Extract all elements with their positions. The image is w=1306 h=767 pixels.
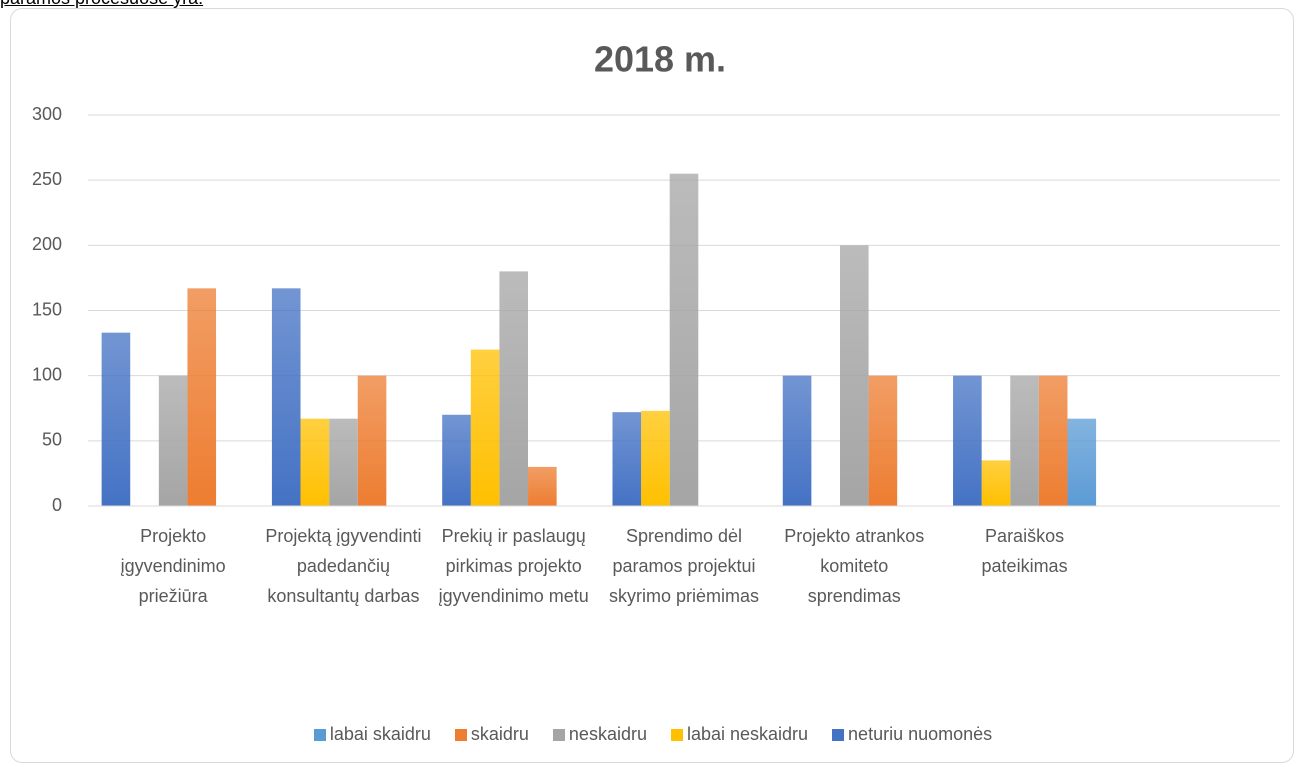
bar	[528, 466, 557, 506]
bar	[329, 418, 358, 506]
bar	[868, 375, 898, 506]
y-tick-label: 150	[32, 299, 62, 319]
bar	[1010, 375, 1039, 506]
bar	[271, 288, 301, 506]
x-tick-label: Prekių ir paslaugų pirkimas projekto įgy…	[438, 526, 589, 606]
bar	[641, 410, 670, 506]
chart-title: 2018 m.	[594, 39, 726, 80]
bar	[357, 375, 387, 506]
legend-item: neturiu nuomonės	[832, 724, 992, 745]
bar	[158, 375, 188, 506]
bar	[300, 418, 330, 506]
y-tick-label: 50	[42, 430, 62, 450]
caption: paramos procesuose yra:	[0, 0, 203, 9]
legend-item: labai neskaidru	[670, 724, 809, 745]
y-tick-label: 200	[32, 234, 62, 254]
bar	[839, 245, 869, 507]
bar	[499, 271, 529, 506]
legend-label: skaidru	[470, 724, 529, 744]
bar	[187, 288, 217, 506]
x-tick-label: Sprendimo dėl paramos projektui skyrimo …	[608, 526, 759, 606]
bar	[669, 173, 699, 506]
legend-swatch	[670, 728, 683, 741]
y-tick-label: 0	[52, 495, 62, 515]
x-tick-label: Paraiškos pateikimas	[981, 526, 1068, 576]
bar	[953, 375, 982, 506]
x-tick-label: Projekto įgyvendinimo priežiūra	[120, 526, 226, 606]
legend-label: labai neskaidru	[686, 724, 809, 744]
legend-swatch	[832, 728, 845, 741]
bar	[442, 414, 471, 506]
y-tick-label: 100	[32, 364, 62, 384]
bar	[782, 375, 812, 506]
legend-label: neturiu nuomonės	[848, 724, 993, 744]
legend-swatch	[313, 728, 326, 741]
bar	[612, 412, 642, 506]
legend-swatch	[454, 728, 467, 741]
bar	[101, 332, 131, 506]
legend-item: neskaidru	[552, 724, 647, 745]
y-tick-label: 250	[32, 169, 62, 189]
legend-label: neskaidru	[568, 724, 647, 744]
legend: labai skaidru skaidru neskaidru labai neska…	[0, 724, 1306, 745]
bar	[470, 349, 500, 506]
y-tick-label: 300	[32, 104, 62, 124]
bar	[1038, 375, 1068, 506]
x-tick-label: Projektą įgyvendinti padedančių konsulta…	[265, 526, 422, 606]
legend-label: labai skaidru	[329, 724, 431, 744]
legend-swatch	[552, 728, 565, 741]
x-tick-label: Projekto atrankos komiteto sprendimas	[784, 526, 925, 606]
bar	[1067, 418, 1097, 506]
legend-item: skaidru	[454, 724, 529, 745]
legend-item: labai skaidru	[313, 724, 431, 745]
bar	[981, 460, 1011, 506]
chart-frame	[10, 8, 1294, 763]
